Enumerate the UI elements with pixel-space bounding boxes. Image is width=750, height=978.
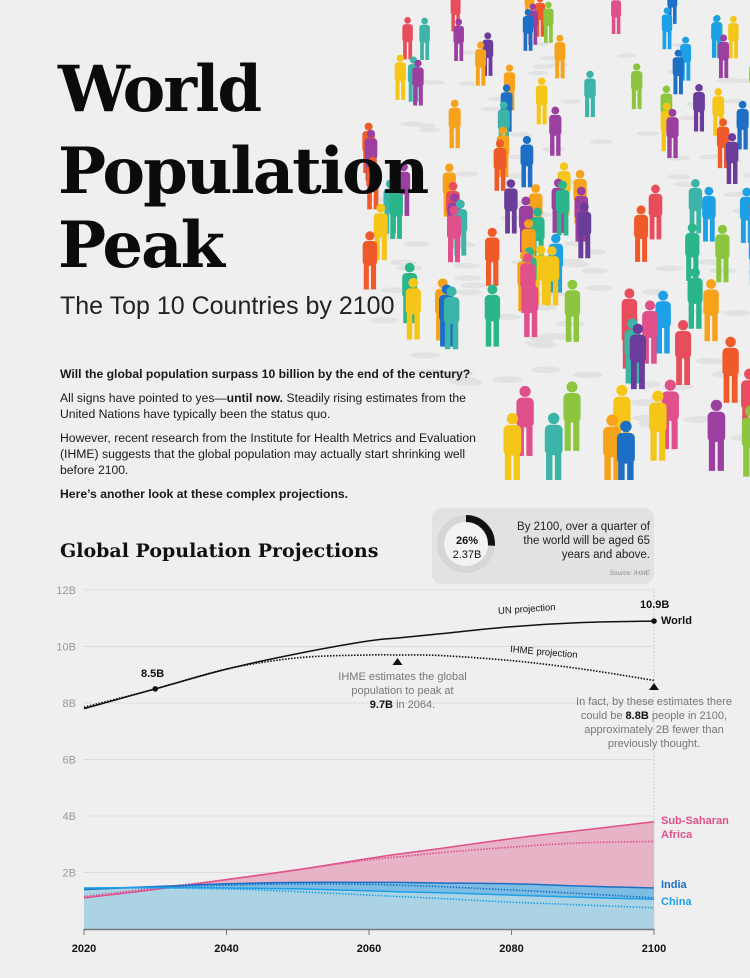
person-figure [503,413,522,480]
person-figure [715,224,750,317]
person-figure [394,54,423,127]
world-2100-label: 10.9B [640,599,670,611]
y-tick-label: 4B [63,811,76,823]
y-tick-label: 8B [63,698,76,710]
y-tick-label: 6B [63,755,76,767]
person-figure [448,99,479,177]
person-figure [522,9,549,76]
person-figure [564,279,604,379]
india-ihme-line [83,882,655,899]
china-ihme-line [83,887,655,909]
y-tick-label: 2B [63,868,76,880]
ssa-label: Sub-Saharan Africa [661,815,729,841]
person-figure [648,184,683,272]
person-figure [443,286,483,386]
peak-marker-icon [392,658,403,665]
intro-text: Will the global population surpass 10 bi… [60,366,490,510]
aging-donut [437,515,495,573]
person-figure [725,133,750,214]
person-figure [718,34,746,104]
person-figure [687,267,726,365]
world-2030-label: 8.5B [141,668,165,680]
person-figure [675,320,716,423]
person-figure [563,381,581,451]
world-un-line [83,620,655,710]
donut-arc [437,515,495,573]
subtitle: The Top 10 Countries by 2100 [60,292,395,320]
end-annotation: In fact, by these estimates there could … [576,696,732,750]
india-label: India [661,879,687,891]
person-figure [484,284,524,383]
world-2100-point [651,618,657,624]
x-tick-label: 2100 [642,943,666,955]
person-figure [405,277,444,376]
callout-source: Source: IHME [609,570,650,577]
end-marker-icon [649,683,659,690]
person-figure [666,108,697,187]
person-figure [555,180,590,268]
person-figure [475,41,503,112]
x-tick-label: 2040 [214,943,238,955]
x-tick-label: 2080 [499,943,523,955]
intro-closing: Here’s another look at these complex pro… [60,487,349,501]
intro-paragraph-2: However, recent research from the Instit… [60,431,476,477]
india-un-line [83,881,655,891]
person-figure [616,420,635,480]
china-un-line [83,886,655,901]
person-figure [693,84,723,160]
title-line-1: World [58,52,262,127]
person-figure [661,379,679,450]
person-figure [649,390,667,461]
person-figure [702,186,737,274]
person-figure [453,18,480,86]
person-figure [373,203,409,294]
person-figure [741,405,750,477]
intro-paragraph-1: All signs have pointed to yes—until now.… [60,391,466,421]
sub-saharan-africa-ihme-line [83,840,655,898]
person-figure [544,412,563,480]
title-line-2: Population [58,134,429,209]
chart-title: Global Population Projections [60,540,379,562]
crowd-illustration [362,0,750,480]
china-area [84,887,654,929]
person-figure [523,275,562,374]
callout-value: 2.37B [452,549,482,561]
person-figure [655,290,695,391]
intro-question: Will the global population surpass 10 bi… [60,367,471,381]
world-label: World [661,615,692,627]
person-figure [688,178,723,265]
world-ihme-line [83,653,655,709]
china-label: China [661,896,692,908]
person-figure [362,231,399,324]
person-figure [447,205,482,296]
callout-percent: 26% [455,535,479,547]
person-figure [728,16,750,84]
person-figure [497,101,528,179]
y-tick-label: 12B [56,585,76,597]
person-figure [419,17,446,85]
title-line-3: Peak [58,208,225,283]
person-figure [584,70,613,145]
world-2030-point [152,686,159,692]
peak-annotation: IHME estimates the global population to … [338,671,467,711]
person-figure [412,59,441,133]
person-figure [603,414,622,480]
callout-text: By 2100, over a quarter of the world wil… [517,521,650,561]
population-chart: 2B 4B 6B 8B 10B 12B 2020 2040 2060 2080 2100 [56,585,666,955]
person-figure [736,100,750,178]
person-figure [554,34,582,104]
x-tick-label: 2060 [357,943,381,955]
x-tick-label: 2020 [72,943,96,955]
y-tick-label: 10B [56,642,76,654]
person-figure [611,0,637,58]
person-figure [631,63,660,136]
person-figure [739,187,750,275]
person-figure [707,399,726,471]
person-figure [577,202,613,291]
